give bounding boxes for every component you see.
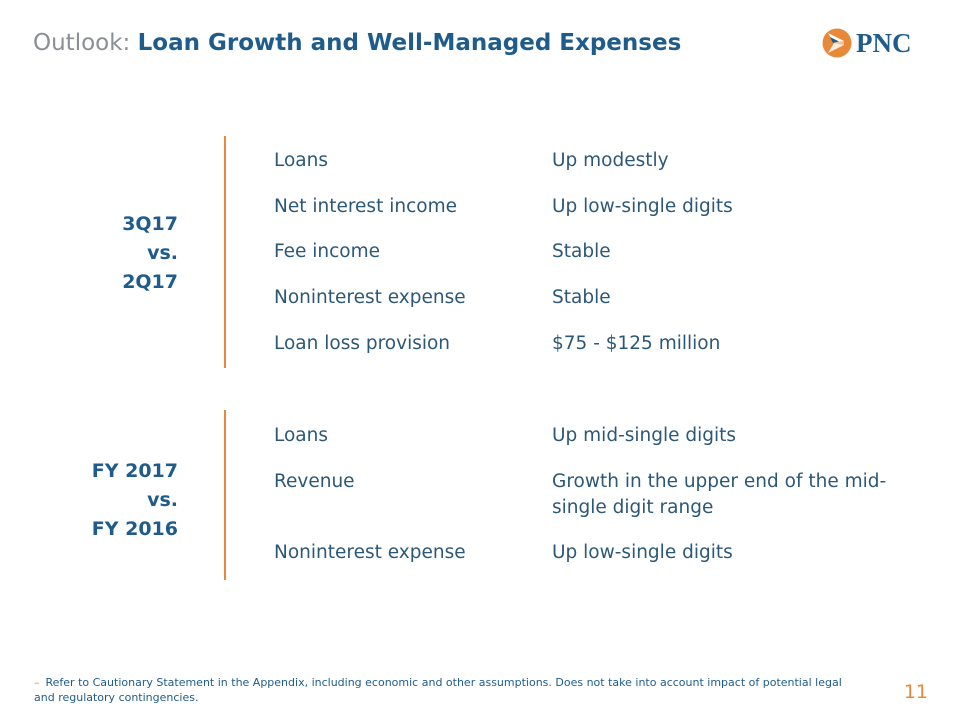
- section-label: FY 2017 vs. FY 2016: [92, 457, 178, 544]
- outlook-section-fullyear: FY 2017 vs. FY 2016 Loans Up mid-single …: [0, 410, 960, 580]
- outlook-item: Fee income: [274, 241, 381, 262]
- outlook-item: Net interest income: [274, 196, 457, 217]
- outlook-item: Loan loss provision: [274, 333, 451, 354]
- label-line: 3Q17: [122, 213, 178, 235]
- outlook-value: Up low-single digits: [552, 542, 733, 563]
- outlook-value: Up low-single digits: [552, 196, 733, 217]
- outlook-value: Up modestly: [552, 150, 669, 171]
- page-title: Outlook: Loan Growth and Well-Managed Ex…: [33, 30, 681, 56]
- outlook-value: Growth in the upper end of the mid-singl…: [552, 471, 887, 518]
- title-prefix: Outlook:: [33, 30, 131, 56]
- label-line: vs.: [147, 242, 178, 264]
- outlook-value: Stable: [552, 287, 611, 308]
- outlook-item: Revenue: [274, 471, 355, 492]
- logo-text: PNC: [856, 27, 912, 58]
- pnc-logo: PNC: [822, 28, 912, 58]
- outlook-item: Loans: [274, 150, 329, 171]
- pnc-logo-icon: [822, 28, 852, 58]
- label-line: FY 2017: [91, 460, 178, 482]
- outlook-item: Noninterest expense: [274, 542, 466, 563]
- section-divider: [224, 136, 226, 368]
- outlook-item: Noninterest expense: [274, 287, 466, 308]
- outlook-value: Up mid-single digits: [552, 425, 737, 446]
- label-line: FY 2016: [91, 518, 178, 540]
- outlook-section-quarter: 3Q17 vs. 2Q17 Loans Up modestly Net inte…: [0, 136, 960, 368]
- section-label: 3Q17 vs. 2Q17: [122, 210, 178, 297]
- footnote-dash-icon: –: [34, 676, 40, 689]
- outlook-item: Loans: [274, 425, 329, 446]
- page-number: 11: [903, 681, 928, 703]
- footnote: – Refer to Cautionary Statement in the Ap…: [34, 675, 854, 705]
- section-divider: [224, 410, 226, 580]
- label-line: 2Q17: [122, 271, 178, 293]
- title-main: Loan Growth and Well-Managed Expenses: [137, 30, 682, 56]
- outlook-value: $75 - $125 million: [552, 333, 721, 354]
- label-line: vs.: [147, 489, 178, 511]
- outlook-value: Stable: [552, 241, 611, 262]
- footnote-text: Refer to Cautionary Statement in the App…: [34, 676, 842, 704]
